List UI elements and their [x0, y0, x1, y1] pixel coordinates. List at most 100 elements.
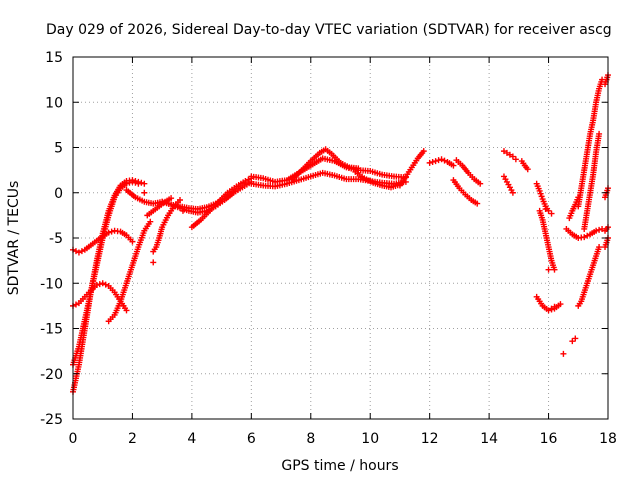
series-arc-e — [105, 218, 154, 325]
data-point-interp — [586, 273, 593, 280]
data-point-interp — [335, 158, 342, 165]
series-arc-q — [453, 157, 484, 187]
data-point-interp — [130, 192, 137, 199]
data-point-interp — [213, 200, 220, 207]
y-tick-label: -5 — [49, 231, 63, 247]
y-tick-label: 5 — [54, 141, 63, 157]
series-arc-m — [289, 146, 362, 183]
data-point-interp — [91, 239, 98, 246]
data-point-interp — [538, 214, 545, 221]
series-arc-n — [352, 168, 403, 191]
data-point-interp — [293, 177, 300, 184]
data-point-interp — [589, 264, 596, 271]
y-tick-label: 15 — [45, 50, 63, 66]
data-point-interp — [72, 248, 79, 255]
data-point-interp — [78, 248, 85, 255]
series-arc-r — [450, 177, 481, 207]
data-point-interp — [364, 167, 371, 174]
data-point-interp — [505, 181, 512, 188]
y-tick-label: -25 — [40, 412, 63, 428]
data-point-interp — [574, 196, 581, 203]
data-point-interp — [538, 193, 545, 200]
data-point-interp — [341, 175, 348, 182]
data-point-interp — [466, 195, 473, 202]
data-point-interp — [571, 203, 578, 210]
data-point — [141, 189, 148, 196]
data-point-interp — [537, 190, 544, 197]
series-arc-aa — [581, 130, 603, 232]
data-point-interp — [376, 170, 383, 177]
x-tick-label: 12 — [421, 431, 439, 447]
data-point-interp — [97, 234, 104, 241]
series-arc-g — [150, 196, 183, 255]
y-tick-label: -20 — [40, 367, 63, 383]
series-arc-ac — [566, 194, 582, 222]
data-point-interp — [586, 133, 593, 140]
x-tick-label: 4 — [187, 431, 196, 447]
data-point-interp — [116, 300, 123, 307]
data-point-interp — [85, 289, 92, 296]
tick-layer: 0 2 4 6 8 10 12 14 16 18 -25 -20 -15 -10 -5 0 5 10 15 — [40, 50, 617, 447]
data-point — [150, 259, 157, 266]
data-point-interp — [158, 226, 165, 233]
data-point-interp — [592, 255, 599, 262]
data-point-interp — [508, 187, 515, 194]
data-point-interp — [165, 200, 172, 207]
data-point-interp — [596, 226, 603, 233]
data-point-interp — [222, 191, 229, 198]
data-point-interp — [231, 184, 238, 191]
data-point-interp — [110, 196, 117, 203]
data-point-interp — [105, 214, 112, 221]
data-point-interp — [578, 234, 585, 241]
x-tick-label: 6 — [247, 431, 256, 447]
series-arc-y — [563, 225, 606, 241]
data-point-interp — [329, 172, 336, 179]
data-point — [545, 266, 552, 273]
data-point — [129, 178, 136, 185]
data-point-interp — [580, 169, 587, 176]
data-point-interp — [314, 151, 321, 158]
x-tick-label: 0 — [69, 431, 78, 447]
data-point — [542, 206, 549, 213]
data-point — [572, 335, 579, 342]
y-tick-label: 0 — [54, 186, 63, 202]
series-arc-ah — [548, 303, 558, 312]
data-point-interp — [463, 168, 470, 175]
data-point-interp — [577, 187, 584, 194]
data-point-interp — [175, 199, 182, 206]
data-point-interp — [520, 160, 527, 167]
data-point-interp — [126, 179, 133, 186]
data-point-interp — [148, 209, 155, 216]
data-point-interp — [589, 119, 596, 126]
data-point-interp — [127, 236, 134, 243]
series-arc-u — [518, 158, 531, 173]
x-tick-label: 16 — [540, 431, 558, 447]
data-point-interp — [457, 160, 464, 167]
data-point-interp — [584, 232, 591, 239]
data-point-interp — [103, 230, 110, 237]
data-point — [432, 158, 439, 165]
series-arc-x — [533, 293, 564, 314]
data-point-interp — [583, 282, 590, 289]
data-point-interp — [595, 246, 602, 253]
x-tick-label: 2 — [128, 431, 137, 447]
data-point-interp — [568, 210, 575, 217]
data-point-interp — [401, 175, 408, 182]
data-point-interp — [245, 176, 252, 183]
data-point-interp — [538, 300, 545, 307]
data-point-interp — [132, 179, 139, 186]
data-point-interp — [75, 345, 82, 352]
data-point-interp — [155, 237, 162, 244]
x-tick-label: 18 — [599, 431, 617, 447]
data-point-interp — [448, 161, 455, 168]
data-point-interp — [305, 174, 312, 181]
data-point-interp — [567, 229, 574, 236]
data-point-interp — [586, 192, 593, 199]
data-point-interp — [96, 281, 103, 288]
data-point-interp — [545, 241, 552, 248]
y-tick-label: -15 — [40, 322, 63, 338]
series-arc-p — [426, 156, 457, 169]
data-point-interp — [196, 218, 203, 225]
